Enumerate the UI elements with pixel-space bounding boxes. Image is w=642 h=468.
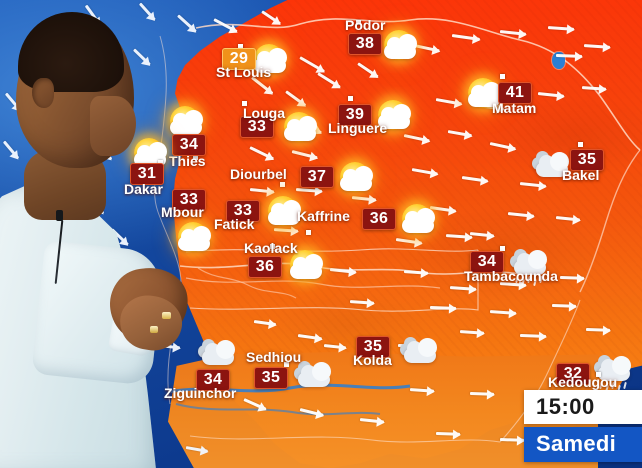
sun-behind-cloud-icon [278, 112, 324, 148]
temperature-badge: 33 [226, 200, 260, 222]
sun-behind-cloud-icon [172, 222, 218, 258]
city-label-sedhiou: Sedhiou [246, 349, 302, 365]
temperature-badge: 32 [556, 363, 590, 385]
city-marker-dot [280, 182, 285, 187]
city-marker-dot [348, 96, 353, 101]
city-label-bakel: Bakel [562, 167, 600, 183]
temperature-badge: 33 [172, 189, 206, 211]
city-label-tambacounda: Tambacounda [464, 268, 558, 284]
cloud-front-icon [514, 250, 547, 275]
temperature-badge: 34 [172, 134, 206, 156]
presenter-ring-second [150, 326, 158, 333]
cloud-icon [290, 254, 323, 279]
rain-cloud-icon [508, 246, 554, 287]
forecast-day: Samedi [524, 427, 642, 462]
cloud-icon [378, 104, 411, 129]
city-label-kedougou: Kedougou [548, 374, 618, 390]
presenter-jaw [90, 96, 136, 156]
city-marker-dot [500, 246, 505, 251]
cloud-icon [178, 226, 211, 251]
cloud-icon [170, 110, 203, 135]
city-marker-dot [242, 101, 247, 106]
sun-behind-cloud-icon [378, 30, 424, 66]
temperature-badge: 29 [222, 48, 256, 70]
city-label-podor: Podor [345, 17, 386, 33]
city-label-fatick: Fatick [214, 216, 255, 232]
temperature-badge: 31 [130, 163, 164, 185]
presenter-ear [32, 78, 54, 108]
cloud-front-icon [298, 362, 331, 387]
presenter-hair [18, 12, 124, 92]
city-marker-dot [193, 155, 198, 160]
city-marker-dot [238, 44, 243, 49]
cloud-icon [340, 166, 373, 191]
city-marker-dot [306, 230, 311, 235]
sun-behind-cloud-icon [396, 204, 442, 240]
temperature-badge: 39 [338, 104, 372, 126]
forecast-time: 15:00 [524, 390, 642, 424]
city-label-dakar: Dakar [124, 181, 163, 197]
sun-behind-cloud-icon [248, 44, 294, 80]
sun-behind-cloud-icon [372, 100, 418, 136]
cloud-icon [292, 358, 338, 394]
temperature-badge: 34 [196, 369, 230, 391]
cloud-icon [402, 208, 435, 233]
temperature-badge: 36 [248, 256, 282, 278]
temperature-badge: 34 [470, 251, 504, 273]
city-label-mbour: Mbour [161, 204, 204, 220]
city-label-kaffrine: Kaffrine [297, 208, 350, 224]
city-label-st-louis: St Louis [216, 64, 272, 80]
cloud-icon [196, 336, 242, 372]
city-marker-dot [356, 20, 361, 25]
city-label-louga: Louga [243, 105, 285, 121]
presenter-ring [162, 312, 171, 319]
cloud-front-icon [598, 356, 631, 381]
cloud-icon [268, 200, 301, 225]
city-label-kolda: Kolda [353, 352, 392, 368]
temperature-badge: 36 [362, 208, 396, 230]
time-day-banner: 15:00 Samedi [524, 390, 642, 462]
temperature-badge: 35 [254, 367, 288, 389]
cloud-icon [254, 48, 287, 73]
cloud-icon [384, 34, 417, 59]
cloud-front-icon [202, 340, 235, 365]
city-marker-dot [500, 74, 505, 79]
temperature-badge: 33 [240, 116, 274, 138]
cloud-front-icon [404, 338, 437, 363]
city-marker-dot [596, 372, 601, 377]
city-label-diourbel: Diourbel [230, 166, 287, 182]
city-label-ziguinchor: Ziguinchor [164, 385, 237, 401]
sun-behind-cloud-icon [334, 162, 380, 198]
temperature-badge: 38 [348, 33, 382, 55]
temperature-badge: 35 [570, 149, 604, 171]
rain-cloud-icon [592, 352, 638, 393]
city-marker-dot [158, 160, 163, 165]
city-label-kaolack: Kaolack [244, 240, 298, 256]
cloud-icon [284, 116, 317, 141]
sun-behind-cloud-icon [164, 106, 210, 142]
city-marker-dot [578, 142, 583, 147]
weather-presenter [0, 0, 193, 468]
sun-behind-cloud-icon [262, 196, 308, 232]
city-marker-dot [270, 244, 275, 249]
cloud-icon [398, 334, 444, 370]
cloud-icon [468, 82, 501, 107]
city-label-thies: Thies [169, 153, 206, 169]
lapel-microphone-icon [56, 210, 63, 221]
city-label-matam: Matam [492, 100, 537, 116]
sun-behind-cloud-icon [284, 250, 330, 286]
cloud-front-icon [536, 152, 569, 177]
city-label-linguere: Linguere [328, 120, 388, 136]
temperature-badge: 41 [498, 82, 532, 104]
temperature-badge: 35 [356, 336, 390, 358]
temperature-badge: 37 [300, 166, 334, 188]
cloud-icon [530, 148, 576, 184]
city-marker-dot [284, 362, 289, 367]
sun-behind-cloud-icon [462, 78, 508, 114]
